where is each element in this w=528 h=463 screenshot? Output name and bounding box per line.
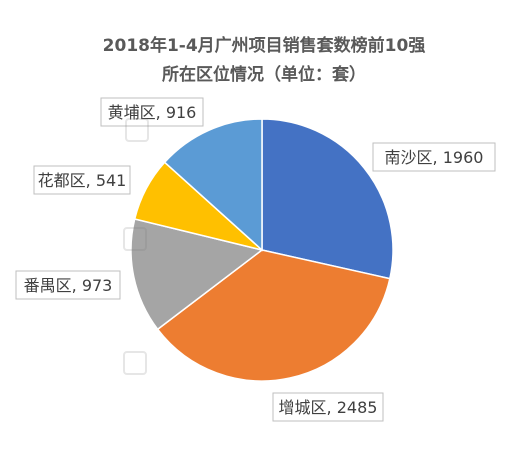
data-label: 南沙区, 1960 [385, 148, 484, 167]
pie-slice [156, 249, 391, 382]
pie-slice [163, 118, 263, 252]
pie-slices [130, 118, 394, 382]
chart-title-line-1: 2018年1-4月广州项目销售套数榜前10强 [102, 36, 426, 56]
data-label: 花都区, 541 [38, 171, 127, 190]
data-label: 增城区, 2485 [279, 398, 378, 417]
pie-slice [130, 218, 264, 331]
pie-slice [261, 118, 394, 280]
data-label-box [272, 392, 384, 422]
data-labels: 南沙区, 1960 增城区, 2485 番禺区, 973 花都区, 541 黄埔区, 9… [15, 97, 496, 422]
data-label-box [372, 142, 496, 172]
chart-title-line-2: 所在区位情况（单位：套） [162, 65, 366, 85]
data-label: 番禺区, 973 [24, 276, 113, 295]
data-label: 黄埔区, 916 [108, 103, 197, 122]
watermark [123, 118, 149, 375]
data-label-box [100, 97, 204, 127]
data-label-box [33, 165, 131, 195]
data-label-box [15, 270, 121, 300]
